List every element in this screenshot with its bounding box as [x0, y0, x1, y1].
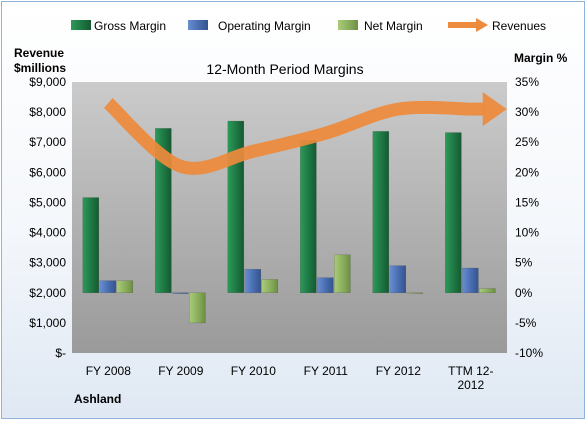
company-name: Ashland: [74, 392, 121, 406]
x-tick-label: FY 2012: [376, 364, 421, 378]
right-tick-label: 35%: [515, 75, 539, 89]
chart-title: 12-Month Period Margins: [206, 61, 363, 77]
x-axis-ticks: FY 2008 FY 2009 FY 2010 FY 2011 FY 2012 TTM 1…: [86, 364, 494, 392]
legend-swatch-gross-margin: [71, 20, 91, 30]
x-tick-label: TTM 12-: [448, 364, 493, 378]
bar-net-margin-2: [261, 279, 279, 293]
left-tick-label: $2,000: [29, 286, 66, 300]
bar-net-margin-1: [189, 292, 206, 324]
bar-gross-margin-5: [445, 132, 462, 294]
right-tick-label: 15%: [515, 195, 539, 209]
bar-operating-margin-0: [99, 280, 117, 293]
bar-operating-margin-3: [317, 277, 334, 294]
bar-net-margin-3: [334, 254, 351, 293]
bar-gross-margin-4: [372, 131, 390, 294]
x-tick-label: 2012: [457, 378, 484, 392]
x-tick-label: FY 2009: [158, 364, 203, 378]
legend-arrow-revenues: [476, 18, 488, 32]
legend-label-operating-margin: Operating Margin: [218, 19, 311, 33]
right-tick-label: 5%: [515, 256, 533, 270]
left-tick-label: $3,000: [29, 256, 66, 270]
legend: Gross Margin Operating Margin Net Margin…: [71, 18, 546, 33]
left-axis-ticks: $- $1,000 $2,000 $3,000 $4,000 $5,000 $6,000 $7…: [29, 75, 66, 360]
right-tick-label: 30%: [515, 105, 539, 119]
bar-operating-margin-4: [389, 265, 407, 294]
left-tick-label: $-: [55, 346, 66, 360]
left-tick-label: $5,000: [29, 195, 66, 209]
bars-group: [82, 120, 496, 324]
right-tick-label: -5%: [515, 316, 537, 330]
right-tick-label: 25%: [515, 135, 539, 149]
bar-gross-margin-3: [300, 140, 317, 294]
legend-label-revenues: Revenues: [492, 19, 546, 33]
right-axis-label: Margin %: [514, 51, 568, 65]
left-tick-label: $9,000: [29, 75, 66, 89]
legend-swatch-net-margin: [338, 20, 358, 30]
bar-net-margin-5: [479, 288, 496, 294]
bar-gross-margin-2: [227, 120, 245, 293]
bar-gross-margin-1: [155, 128, 172, 294]
left-tick-label: $7,000: [29, 135, 66, 149]
left-tick-label: $6,000: [29, 165, 66, 179]
right-tick-label: 0%: [515, 286, 533, 300]
left-tick-label: $4,000: [29, 226, 66, 240]
right-tick-label: 20%: [515, 165, 539, 179]
legend-label-net-margin: Net Margin: [364, 19, 423, 33]
left-tick-label: $8,000: [29, 105, 66, 119]
legend-swatch-operating-margin: [188, 20, 208, 30]
bar-operating-margin-2: [244, 269, 262, 294]
left-axis-label-line2: $millions: [14, 61, 66, 75]
bar-operating-margin-1: [172, 292, 189, 294]
left-tick-label: $1,000: [29, 316, 66, 330]
right-axis-ticks: -10% -5% 0% 5% 10% 15% 20% 25% 30% 35%: [515, 75, 543, 360]
bar-net-margin-4: [406, 292, 424, 294]
bar-net-margin-0: [116, 280, 134, 293]
legend-label-gross-margin: Gross Margin: [94, 19, 166, 33]
left-axis-label-line1: Revenue: [14, 46, 64, 60]
right-tick-label: -10%: [515, 346, 543, 360]
x-tick-label: FY 2008: [86, 364, 131, 378]
bar-operating-margin-5: [462, 267, 479, 294]
x-tick-label: FY 2010: [231, 364, 276, 378]
revenues-arrowhead: [482, 92, 507, 127]
right-tick-label: 10%: [515, 226, 539, 240]
bar-gross-margin-0: [82, 197, 100, 294]
revenues-line: [103, 98, 485, 175]
x-tick-label: FY 2011: [304, 364, 349, 378]
plot-area: [72, 82, 507, 353]
